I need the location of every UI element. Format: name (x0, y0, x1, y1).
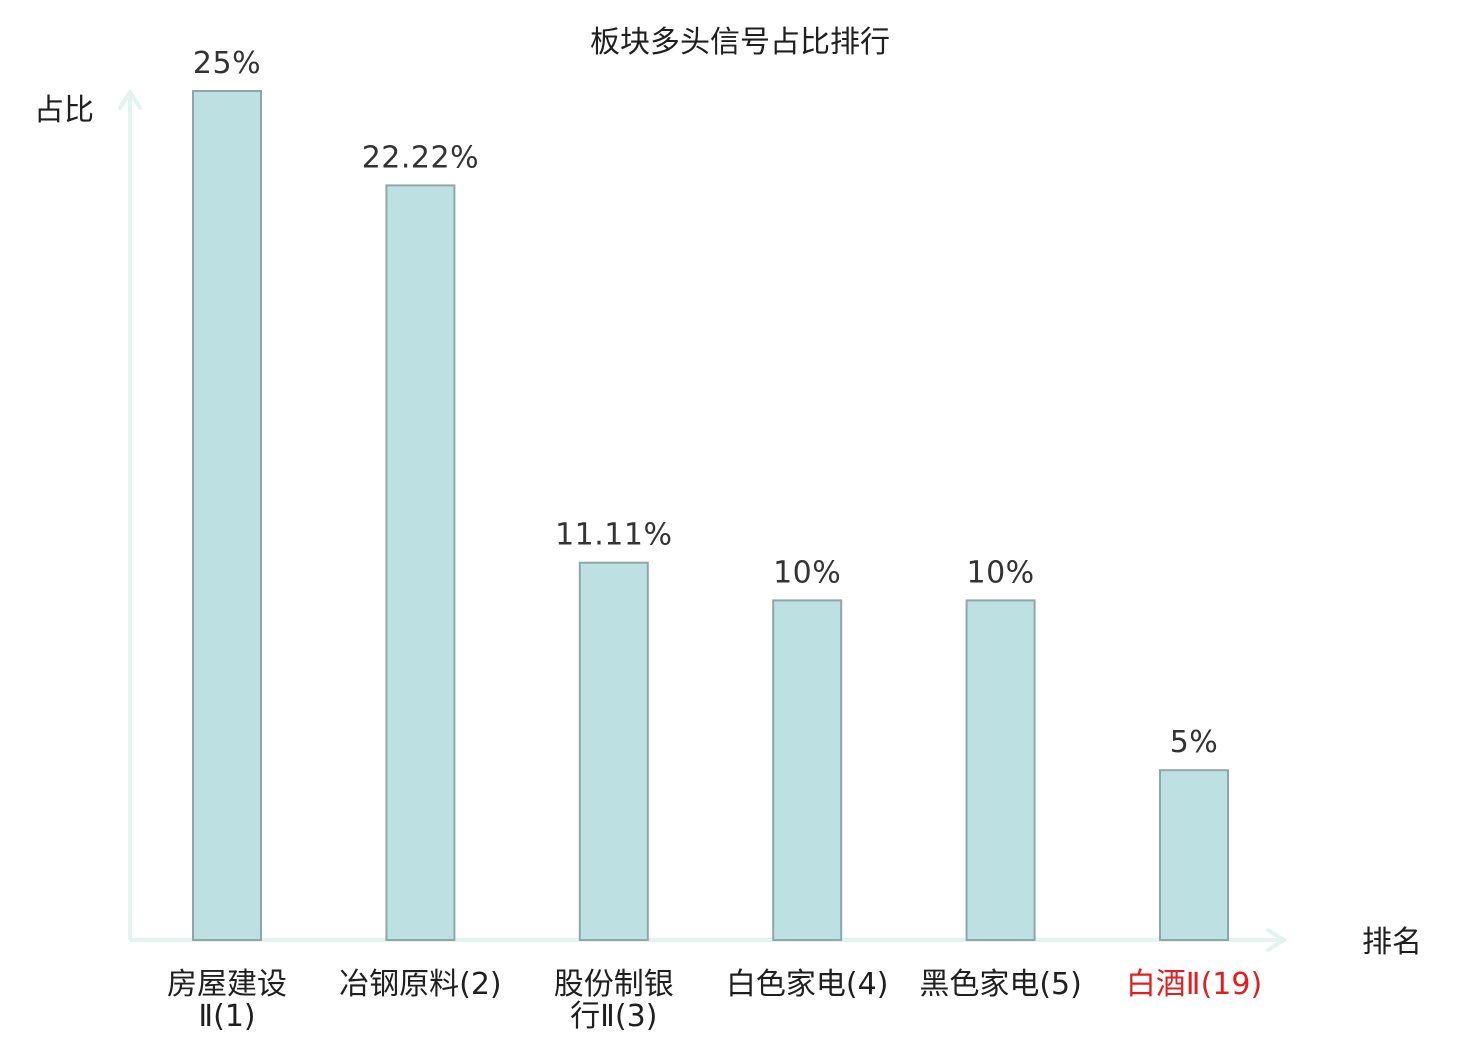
x-tick-label-3-line-1: 股份制银 (554, 967, 674, 1002)
x-tick-label-6: 白酒Ⅱ(19) (1126, 967, 1262, 1002)
x-tick-label-1-line-2: Ⅱ(1) (198, 999, 255, 1034)
value-label-4: 10% (773, 555, 841, 590)
value-label-3: 11.11% (555, 518, 672, 553)
bars-layer (192, 90, 1229, 942)
value-label-1: 25% (193, 46, 261, 81)
value-label-5: 10% (967, 555, 1035, 590)
bar-3 (578, 561, 649, 941)
bar-2 (385, 184, 456, 941)
y-axis-arrow (118, 90, 142, 110)
chart-title: 板块多头信号占比排行 (590, 25, 890, 60)
y-axis-title: 占比 (34, 93, 94, 128)
x-tick-label-3-line-2: 行Ⅱ(3) (570, 999, 657, 1034)
bar-5 (965, 599, 1036, 942)
x-tick-label-4: 白色家电(4) (726, 967, 889, 1002)
value-label-2: 22.22% (362, 140, 479, 175)
x-tick-label-1-line-1: 房屋建设 (167, 967, 287, 1002)
x-tick-label-2: 冶钢原料(2) (339, 967, 502, 1002)
x-tick-label-5: 黑色家电(5) (919, 967, 1082, 1002)
x-axis-title: 排名 (1362, 925, 1422, 960)
x-axis-arrow (1266, 928, 1286, 952)
bar-6 (1159, 769, 1229, 942)
value-labels-layer: 25% 22.22% 11.11% 10% 10% 5% (193, 46, 1218, 760)
value-label-6: 5% (1170, 725, 1219, 760)
bar-1 (192, 90, 262, 941)
bar-4 (772, 599, 843, 942)
